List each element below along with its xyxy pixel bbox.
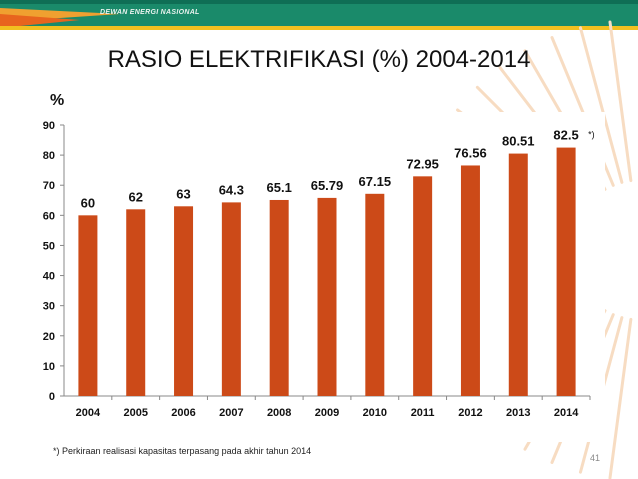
bar <box>78 215 98 396</box>
value-label: 63 <box>176 186 190 201</box>
x-tick-label: 2009 <box>315 407 339 419</box>
x-tick-labels: 2004 2005 2006 2007 2008 2009 2010 2011 2012 2013… <box>76 407 580 419</box>
banner-graphic <box>0 0 638 30</box>
footnote: *) Perkiraan realisasi kapasitas terpasa… <box>53 446 312 456</box>
y-axis-unit: % <box>50 92 65 109</box>
bar <box>126 209 146 396</box>
x-tick-label: 2013 <box>506 407 530 419</box>
value-labels: 60 62 63 64.3 65.1 65.79 67.15 72.95 76.56 80.51 8… <box>81 128 579 211</box>
x-tick-label: 2011 <box>411 407 435 419</box>
value-label: 65.1 <box>267 180 292 195</box>
x-tick-label: 2008 <box>267 407 291 419</box>
header-banner: DEWAN ENERGI NASIONAL <box>0 0 638 30</box>
x-tick-label: 2010 <box>363 407 387 419</box>
sunburst-ray <box>578 26 624 184</box>
page-number: 41 <box>590 453 601 463</box>
value-label: 60 <box>81 195 95 210</box>
value-label: 62 <box>128 189 142 204</box>
organization-name: DEWAN ENERGI NASIONAL <box>100 9 200 16</box>
bar <box>556 147 576 396</box>
value-label: 76.56 <box>454 145 487 160</box>
value-label: 67.15 <box>359 174 392 189</box>
sunburst-ray <box>608 20 633 183</box>
bar <box>508 153 528 396</box>
y-tick-label: 40 <box>43 271 55 283</box>
x-tick-label: 2005 <box>123 407 147 419</box>
y-tick-label: 20 <box>43 331 55 343</box>
estimate-annotation: *) <box>588 130 595 140</box>
x-tick-label: 2014 <box>554 407 579 419</box>
x-tick-label: 2006 <box>171 407 195 419</box>
y-tick-label: 60 <box>43 210 55 222</box>
y-tick-label: 50 <box>43 240 55 252</box>
bar <box>365 193 385 396</box>
value-label: 72.95 <box>406 156 439 171</box>
bar <box>413 176 433 396</box>
value-label: 64.3 <box>219 182 244 197</box>
x-tick-label: 2007 <box>219 407 243 419</box>
y-tick-label: 70 <box>43 180 55 192</box>
y-tick-label: 0 <box>49 391 55 403</box>
chart-title: RASIO ELEKTRIFIKASI (%) 2004-2014 <box>107 46 531 73</box>
y-tick-label: 80 <box>43 150 55 162</box>
x-tick-label: 2004 <box>76 407 101 419</box>
x-tick-label: 2012 <box>458 407 482 419</box>
y-axis: 0 10 20 30 40 50 60 70 80 90 <box>43 120 65 403</box>
y-tick-label: 10 <box>43 361 55 373</box>
bar <box>269 199 289 396</box>
bar <box>174 206 194 396</box>
bar <box>221 202 241 396</box>
y-tick-label: 90 <box>43 120 55 132</box>
sunburst-ray <box>608 317 633 479</box>
y-tick-label: 30 <box>43 301 55 313</box>
bars <box>78 147 576 396</box>
value-label: 82.5 <box>553 128 578 143</box>
bar <box>317 197 337 396</box>
value-label: 80.51 <box>502 134 535 149</box>
bar <box>460 165 480 396</box>
value-label: 65.79 <box>311 178 344 193</box>
